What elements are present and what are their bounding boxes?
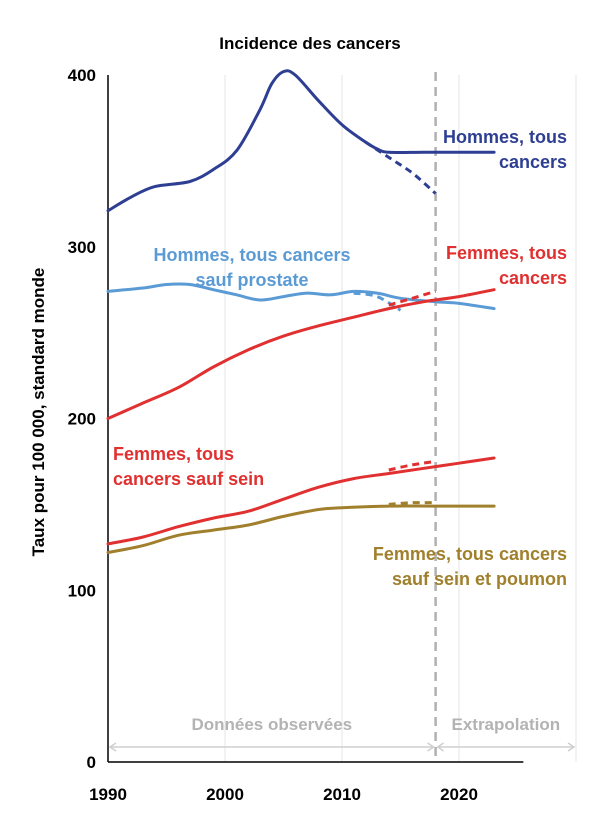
tick-labels: 1990 2000 2010 2020 0 100 200 300 400 <box>68 66 478 804</box>
series-line-0 <box>106 69 496 213</box>
x-tick-label: 1990 <box>89 785 127 804</box>
series-dashed-line-4 <box>388 501 436 506</box>
y-tick-label: 400 <box>68 66 96 85</box>
series-line-2 <box>106 288 496 420</box>
series-dashed-line-2 <box>388 289 437 307</box>
series-dashed-line-1 <box>353 291 402 312</box>
series-labels: Hommes, tous cancers Hommes, tous cancers s… <box>113 127 567 589</box>
grid-lines <box>224 75 577 762</box>
series-label-1-line-1: sauf prostate <box>195 270 308 290</box>
series-line-3 <box>106 456 496 546</box>
chart-title: Incidence des cancers <box>219 34 400 53</box>
series-label-0-line-1: cancers <box>499 152 567 172</box>
observed-period-label: Données observées <box>191 715 352 734</box>
series-label-3-line-0: Femmes, tous <box>113 444 234 464</box>
series-label-0-line-0: Hommes, tous <box>443 127 567 147</box>
y-tick-label: 0 <box>87 753 96 772</box>
series-label-2-line-0: Femmes, tous <box>446 243 567 263</box>
y-tick-label: 200 <box>68 410 96 429</box>
x-tick-label: 2000 <box>206 785 244 804</box>
axes <box>107 75 524 763</box>
series-line-4 <box>106 504 496 554</box>
period-arrowhead <box>436 742 445 752</box>
extrapolation-period-label: Extrapolation <box>451 715 560 734</box>
series-dashed-line-3 <box>388 459 436 472</box>
series-label-3-line-1: cancers sauf sein <box>113 469 264 489</box>
x-tick-label: 2010 <box>323 785 361 804</box>
series-label-1-line-0: Hommes, tous cancers <box>153 245 350 265</box>
series-label-2-line-1: cancers <box>499 268 567 288</box>
y-tick-label: 100 <box>68 581 96 600</box>
period-annotations: Données observées Extrapolation <box>108 72 576 762</box>
period-arrowhead <box>108 742 117 752</box>
period-arrowhead <box>567 742 576 752</box>
series-dashed-line-0 <box>364 140 437 195</box>
period-arrowhead <box>427 742 435 752</box>
x-tick-label: 2020 <box>440 785 478 804</box>
series-label-4-line-1: sauf sein et poumon <box>392 569 567 589</box>
series-line-1 <box>106 282 496 311</box>
series-label-4-line-0: Femmes, tous cancers <box>373 544 567 564</box>
y-axis-label: Taux pour 100 000, standard monde <box>29 268 48 557</box>
series-lines <box>106 69 496 554</box>
y-tick-label: 300 <box>68 238 96 257</box>
